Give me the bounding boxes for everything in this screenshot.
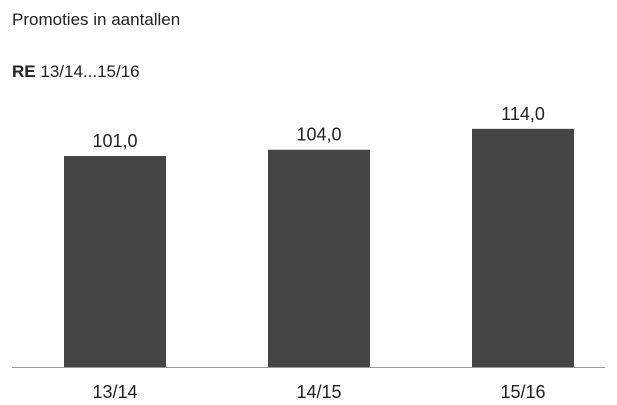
chart-subtitle: RE 13/14...15/16: [12, 62, 140, 82]
x-tick-label-13-14: 13/14: [92, 382, 137, 402]
data-label-15-16: 114,0: [501, 104, 545, 124]
chart-title: Promoties in aantallen: [12, 10, 181, 29]
x-tick-label-14-15: 14/15: [296, 382, 341, 402]
subtitle-range: 13/14...15/16: [40, 62, 140, 81]
data-label-13-14: 101,0: [92, 131, 137, 151]
subtitle-unit: RE: [12, 62, 36, 81]
bar-13-14: [64, 156, 166, 367]
data-label-14-15: 104,0: [296, 125, 341, 145]
x-tick-label-15-16: 15/16: [500, 382, 545, 402]
bar-15-16: [472, 128, 574, 367]
bar-14-15: [268, 149, 370, 367]
